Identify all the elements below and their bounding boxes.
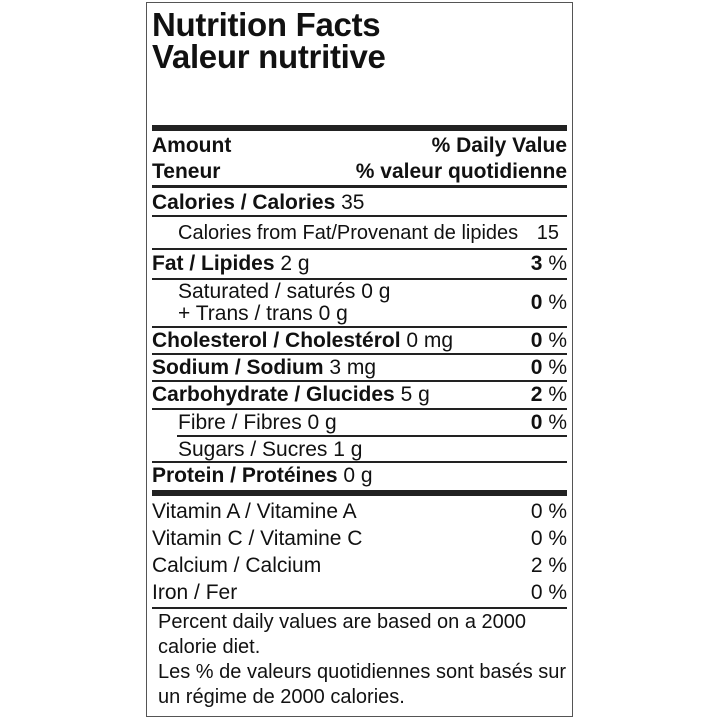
nutrient-dv: 0 [530,411,543,434]
nutrient-label: Fibre / Fibres 0 g [178,411,337,434]
daily-value-label: % Daily Value [431,134,567,157]
nutrient-label: Cholesterol / Cholestérol [152,329,401,352]
cholesterol-row: Cholesterol / Cholestérol 0 mg 0 % [152,330,567,351]
title-en: Nutrition Facts [152,6,381,43]
calories-value: 35 [341,191,365,214]
divider [152,185,567,188]
fat-row: Fat / Lipides 2 g 3 % [152,253,567,274]
percent-unit: % [548,291,567,314]
percent-unit: % [548,252,567,275]
fibre-row: Fibre / Fibres 0 g 0 % [152,412,567,433]
teneur-label: Teneur [152,160,221,183]
header-row-fr: Teneur % valeur quotidienne [152,161,567,182]
divider [177,435,567,437]
nutrient-dv: 2 [530,383,543,406]
nutrient-amount: 3 mg [329,356,377,379]
vitamin-label: Calcium / Calcium [152,554,322,577]
divider [152,408,567,410]
divider [152,353,567,355]
vitamin-label: Vitamin C / Vitamine C [152,527,363,550]
nutrient-label: Saturated / saturés 0 g [178,280,391,303]
nutrient-label: Protein / Protéines [152,464,338,487]
calories-fat-label: Calories from Fat/Provenant de lipides [178,222,519,244]
nutrient-amount: 0 g [343,464,373,487]
calories-label: Calories / Calories [152,191,336,214]
title-fr: Valeur nutritive [152,38,386,75]
vitamin-row: Vitamin C / Vitamine C 0 % [152,528,567,549]
percent-unit: % [548,329,567,352]
thick-divider [152,125,567,131]
nutrient-label: Carbohydrate / Glucides [152,383,395,406]
divider [152,278,567,280]
vitamin-label: Vitamin A / Vitamine A [152,500,357,523]
carbohydrate-row: Carbohydrate / Glucides 5 g 2 % [152,384,567,405]
percent-unit: % [548,411,567,434]
nutrient-amount: 0 mg [406,329,454,352]
footnote: Percent daily values are based on a 2000… [158,610,568,710]
thick-divider [152,490,567,496]
vitamin-row: Vitamin A / Vitamine A 0 % [152,501,567,522]
vitamin-label: Iron / Fer [152,581,238,604]
protein-row: Protein / Protéines 0 g [152,465,567,486]
nutrient-label-trans: + Trans / trans 0 g [178,302,348,325]
divider [152,607,567,609]
nutrient-amount: 5 g [400,383,430,406]
nutrient-amount: 2 g [280,252,310,275]
calories-row: Calories / Calories 35 [152,192,567,213]
percent-unit: % [548,383,567,406]
vitamin-row: Iron / Fer 0 % [152,582,567,603]
vitamin-dv: 0 % [530,581,567,604]
nutrient-label: Sodium / Sodium [152,356,324,379]
divider [152,215,567,217]
vitamin-dv: 2 % [530,554,567,577]
divider [152,461,567,463]
vitamin-dv: 0 % [530,500,567,523]
nutrient-label: Fat / Lipides [152,252,275,275]
divider [152,248,567,250]
header-row-en: Amount % Daily Value [152,135,567,156]
footnote-line: calorie diet. [158,636,261,658]
saturated-trans-row: Saturated / saturés 0 g + Trans / trans … [152,281,567,325]
nutrition-label [146,2,573,717]
divider [152,326,567,328]
daily-value-fr-label: % valeur quotidienne [355,160,567,183]
sodium-row: Sodium / Sodium 3 mg 0 % [152,357,567,378]
divider [152,380,567,382]
vitamin-row: Calcium / Calcium 2 % [152,555,567,576]
footnote-line: un régime de 2000 calories. [158,686,405,708]
nutrient-label: Sugars / Sucres 1 g [178,438,363,461]
vitamin-dv: 0 % [530,527,567,550]
sugars-row: Sugars / Sucres 1 g [152,439,567,460]
nutrient-dv: 0 [530,291,543,314]
percent-unit: % [548,356,567,379]
amount-label: Amount [152,134,232,157]
nutrient-dv: 0 [530,356,543,379]
calories-fat-row: Calories from Fat/Provenant de lipides 1… [152,223,567,243]
calories-fat-value: 15 [536,222,559,244]
nutrient-dv: 3 [530,252,543,275]
footnote-line: Percent daily values are based on a 2000 [158,611,527,633]
footnote-line: Les % de valeurs quotidiennes sont basés… [158,661,567,683]
nutrient-dv: 0 [530,329,543,352]
